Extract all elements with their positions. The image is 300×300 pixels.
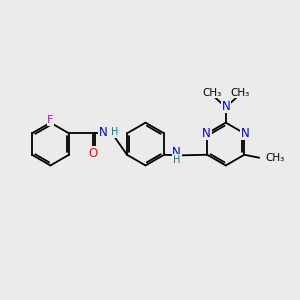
Text: CH₃: CH₃ xyxy=(265,153,284,163)
Text: F: F xyxy=(47,115,54,125)
Text: H: H xyxy=(173,155,180,165)
Text: N: N xyxy=(241,127,249,140)
Text: CH₃: CH₃ xyxy=(202,88,221,98)
Text: O: O xyxy=(88,147,98,160)
Text: CH₃: CH₃ xyxy=(230,88,249,98)
Text: N: N xyxy=(221,100,230,112)
Text: H: H xyxy=(111,127,118,137)
Text: N: N xyxy=(172,146,181,160)
Text: N: N xyxy=(99,126,108,139)
Text: N: N xyxy=(202,127,211,140)
